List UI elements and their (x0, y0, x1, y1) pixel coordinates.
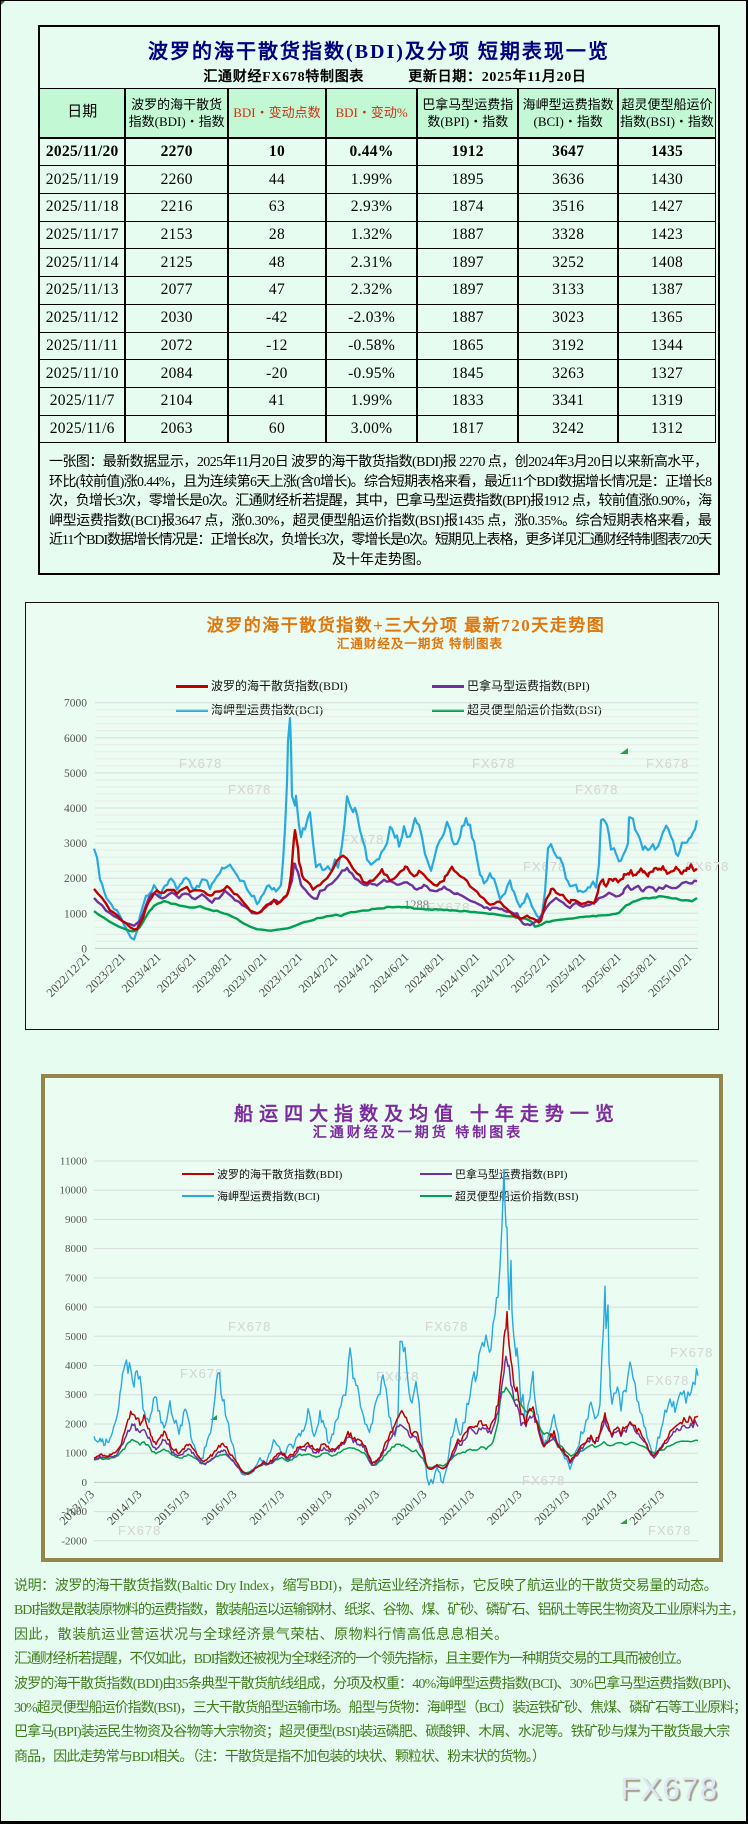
svg-text:FX678: FX678 (228, 1319, 271, 1334)
svg-text:2014/1/3: 2014/1/3 (104, 1487, 145, 1528)
svg-text:FX678: FX678 (523, 859, 566, 874)
svg-text:FX678: FX678 (646, 1373, 689, 1388)
svg-text:FX678: FX678 (646, 756, 689, 771)
svg-text:FX678: FX678 (228, 782, 271, 797)
svg-text:6000: 6000 (64, 733, 87, 745)
svg-text:2021/1/3: 2021/1/3 (437, 1487, 478, 1528)
svg-text:11000: 11000 (60, 1156, 88, 1168)
svg-text:7000: 7000 (64, 698, 87, 710)
svg-text:2022/1/3: 2022/1/3 (484, 1487, 525, 1528)
svg-text:2015/1/3: 2015/1/3 (152, 1487, 193, 1528)
svg-text:FX678: FX678 (648, 1523, 691, 1538)
svg-text:2017/1/3: 2017/1/3 (247, 1487, 288, 1528)
svg-text:2025/1/3: 2025/1/3 (627, 1487, 668, 1528)
svg-text:7000: 7000 (65, 1272, 88, 1284)
svg-text:2020/1/3: 2020/1/3 (389, 1487, 430, 1528)
svg-text:6000: 6000 (65, 1302, 88, 1314)
svg-text:2000: 2000 (65, 1419, 88, 1431)
svg-text:5000: 5000 (64, 768, 87, 780)
svg-text:2018/1/3: 2018/1/3 (294, 1487, 335, 1528)
svg-text:FX678: FX678 (425, 1319, 468, 1334)
svg-text:FX678: FX678 (118, 1523, 161, 1538)
svg-text:FX678: FX678 (472, 756, 515, 771)
svg-text:8000: 8000 (65, 1243, 88, 1255)
svg-text:FX678: FX678 (575, 782, 618, 797)
svg-text:2000: 2000 (64, 873, 87, 885)
svg-text:1000: 1000 (64, 908, 87, 920)
svg-text:0: 0 (82, 1477, 88, 1489)
svg-text:4000: 4000 (65, 1360, 88, 1372)
svg-text:FX678: FX678 (179, 756, 222, 771)
svg-text:9000: 9000 (65, 1214, 88, 1226)
svg-text:-1000: -1000 (61, 1506, 87, 1518)
svg-text:FX678: FX678 (522, 1473, 565, 1488)
svg-text:2022/12/21: 2022/12/21 (44, 950, 94, 1000)
svg-text:3000: 3000 (65, 1389, 88, 1401)
svg-text:2023/1/3: 2023/1/3 (532, 1487, 573, 1528)
svg-text:1000: 1000 (65, 1448, 88, 1460)
svg-text:2019/1/3: 2019/1/3 (342, 1487, 383, 1528)
svg-text:4000: 4000 (64, 803, 87, 815)
svg-text:FX678: FX678 (427, 900, 470, 915)
svg-text:FX678: FX678 (670, 1345, 713, 1360)
svg-text:-2000: -2000 (61, 1535, 87, 1547)
svg-text:10000: 10000 (60, 1185, 88, 1197)
svg-text:0: 0 (81, 943, 87, 955)
svg-text:3000: 3000 (64, 838, 87, 850)
svg-text:2024/1/3: 2024/1/3 (579, 1487, 620, 1528)
svg-text:2016/1/3: 2016/1/3 (199, 1487, 240, 1528)
svg-text:FX678: FX678 (180, 1366, 223, 1381)
svg-text:5000: 5000 (65, 1331, 88, 1343)
